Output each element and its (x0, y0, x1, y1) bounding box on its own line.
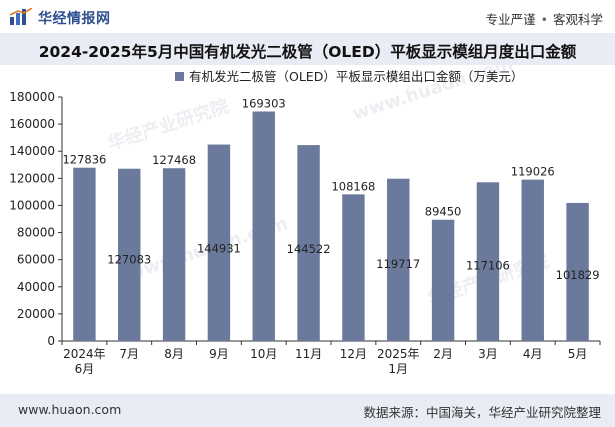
slogan-right: 客观科学 (552, 12, 603, 27)
y-tick-label: 120000 (9, 171, 55, 185)
x-tick-label: 8月 (164, 347, 184, 361)
title-band: 2024-2025年5月中国有机发光二极管（OLED）平板显示模组月度出口金额 (0, 33, 615, 65)
y-tick-label: 140000 (9, 144, 55, 158)
top-bar: 华经情报网 专业严谨 • 客观科学 (0, 0, 615, 34)
brand-name: 华经情报网 (38, 11, 111, 27)
data-label: 127468 (152, 153, 196, 167)
bar (207, 144, 231, 341)
x-tick-label: 11月 (295, 347, 322, 361)
y-tick-label: 180000 (9, 90, 55, 104)
data-label: 144931 (197, 242, 241, 256)
footer-source: 数据来源：中国海关，华经产业研究院整理 (363, 405, 601, 420)
footer-url: www.huaon.com (18, 402, 122, 417)
data-label: 144522 (287, 242, 331, 256)
x-tick-label: 9月 (209, 347, 229, 361)
y-tick-label: 80000 (17, 226, 55, 240)
chart-title: 2024-2025年5月中国有机发光二极管（OLED）平板显示模组月度出口金额 (38, 43, 577, 61)
y-tick-label: 60000 (17, 253, 55, 267)
y-tick-label: 20000 (17, 307, 55, 321)
bar (342, 194, 365, 341)
x-tick-label: 2024年 (63, 347, 106, 361)
bar (476, 182, 500, 341)
data-label: 169303 (242, 97, 286, 111)
x-tick-label: 2月 (433, 347, 453, 361)
bar (162, 168, 186, 341)
legend-label: 有机发光二极管（OLED）平板显示模组出口金额（万美元） (189, 69, 523, 84)
data-label: 127836 (62, 153, 106, 167)
slogan-left: 专业严谨 (485, 12, 536, 27)
slogan-separator: • (540, 12, 548, 27)
y-tick-label: 0 (47, 334, 55, 348)
bar (431, 219, 455, 341)
x-tick-label: 5月 (568, 347, 588, 361)
y-tick-label: 40000 (17, 280, 55, 294)
x-tick-label: 10月 (250, 347, 277, 361)
data-label: 117106 (466, 259, 510, 273)
x-tick-label: 7月 (119, 347, 139, 361)
bar (252, 111, 275, 341)
x-tick-label: 1月 (388, 362, 408, 376)
huajing-logo-icon (10, 8, 32, 25)
bar (297, 145, 320, 341)
legend-swatch (175, 72, 184, 81)
y-tick-label: 160000 (9, 117, 55, 131)
data-label: 119717 (376, 257, 420, 271)
footer-band: www.huaon.com 数据来源：中国海关，华经产业研究院整理 (0, 394, 615, 427)
data-label: 108168 (331, 179, 375, 193)
bar (118, 168, 141, 341)
bar (566, 202, 589, 341)
y-tick-label: 100000 (9, 198, 55, 212)
bar (73, 167, 96, 341)
bar-chart: 华经产业研究院www.huaon.com华经产业研究院www.huaon.com… (9, 65, 601, 376)
data-label: 101829 (556, 268, 600, 282)
x-tick-label: 4月 (523, 347, 543, 361)
bar (387, 178, 410, 341)
x-tick-label: 2025年 (377, 347, 420, 361)
x-tick-label: 12月 (340, 347, 367, 361)
x-tick-label: 6月 (75, 362, 95, 376)
data-label: 127083 (107, 252, 151, 266)
data-label: 119026 (511, 165, 555, 179)
data-label: 89450 (425, 205, 462, 219)
x-tick-label: 3月 (478, 347, 498, 361)
bar (521, 179, 544, 341)
slogan: 专业严谨 • 客观科学 (486, 9, 603, 28)
